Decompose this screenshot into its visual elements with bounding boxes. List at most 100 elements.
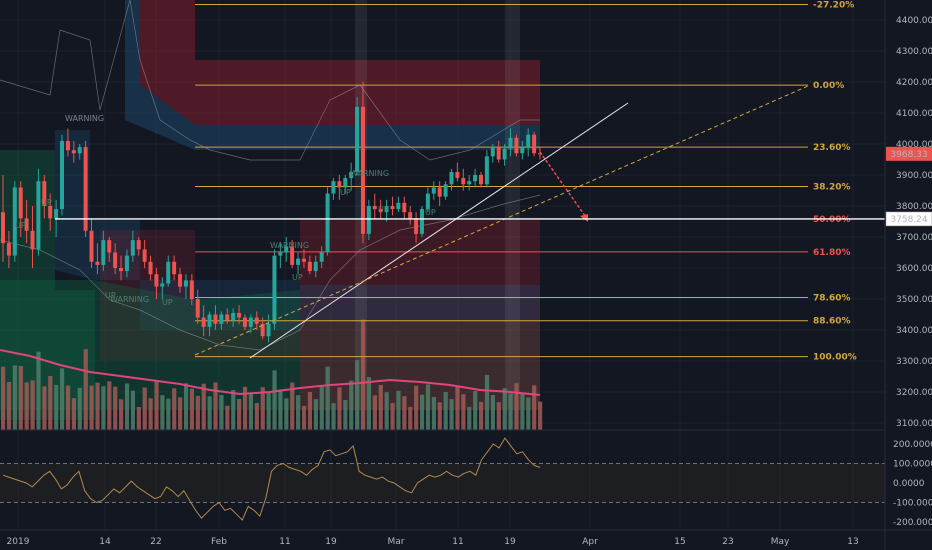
candle-body: [113, 252, 118, 268]
candle-body: [449, 171, 454, 185]
candle-body: [508, 137, 513, 149]
candle-body: [83, 147, 88, 231]
price-axis[interactable]: 3100.00 3200.00 3300.00 3400.00 3500.00 3600.…: [896, 16, 932, 429]
level-price-badge: [885, 211, 932, 227]
candle-body: [355, 106, 360, 172]
trendlines: [194, 85, 809, 359]
volume-bar: [213, 382, 218, 430]
volume-bar: [1, 366, 6, 430]
volume-bar: [242, 386, 248, 430]
volume-bar: [195, 395, 200, 430]
volume-bar: [12, 365, 18, 430]
candle-body: [124, 255, 129, 272]
warning-label-4: WARNING: [350, 169, 389, 178]
volume-bar: [349, 380, 354, 430]
candle-body: [378, 209, 383, 213]
volume-bar: [77, 387, 82, 430]
volume-bar: [183, 383, 189, 430]
channel-lines: [0, 0, 541, 351]
cci-tick-label: -100.0000: [893, 499, 932, 509]
up-label-2: UP: [162, 298, 173, 307]
volume-bar: [443, 392, 448, 430]
blue-cloud-left: [55, 130, 140, 280]
volume-bar: [119, 399, 124, 430]
time-tick-label: May: [771, 537, 790, 547]
candle-body: [272, 255, 277, 324]
candle-body: [496, 147, 501, 160]
volume-bar: [355, 360, 360, 430]
volume-bar: [130, 390, 136, 430]
volume-bar: [502, 388, 507, 430]
volume-bar: [290, 382, 295, 430]
volume-bar: [18, 366, 23, 430]
candle-body: [349, 171, 354, 179]
volume-bar: [231, 390, 236, 430]
candle-body: [408, 212, 413, 219]
candle-body: [36, 181, 41, 250]
candle-body: [142, 249, 147, 262]
cci-axis[interactable]: 200.0000 100.0000 0.0000 -100.0000 -200.0000: [893, 440, 932, 528]
volume-bar: [30, 380, 35, 430]
candle-body: [443, 184, 448, 197]
volume-bar: [154, 380, 159, 430]
volume-bar: [225, 405, 230, 430]
volume-bar: [514, 383, 519, 430]
time-tick-label: 23: [722, 537, 733, 547]
candle-body: [532, 134, 537, 154]
candle-body: [343, 178, 348, 188]
up-label-6: UP: [340, 188, 351, 197]
price-tick-label: 3100.00: [896, 419, 932, 429]
candle-body: [319, 252, 324, 262]
time-tick-label: 2019: [7, 537, 30, 547]
volume-bar: [219, 395, 224, 430]
volume-bar: [343, 400, 348, 430]
time-axis[interactable]: 2019 14 22 Feb 11 19 Mar 11 19 Apr 15 23 May 13: [7, 537, 859, 547]
volume-bar: [461, 394, 466, 430]
candle-body: [160, 283, 165, 287]
highlight-column-2: [505, 0, 520, 430]
volume-bar: [331, 403, 336, 430]
candle-body: [30, 230, 35, 250]
candle-body: [366, 206, 371, 234]
candle-body: [178, 274, 183, 287]
candle-body: [12, 187, 17, 256]
volume-bar: [396, 390, 401, 430]
volume-bar: [520, 394, 525, 430]
volume-bar: [425, 384, 431, 430]
cci-pane[interactable]: [0, 437, 885, 521]
volume-bar: [266, 392, 271, 430]
candle-body: [390, 206, 395, 210]
price-tick-label: 4200.00: [896, 78, 932, 88]
volume-bar: [437, 402, 442, 430]
volume-bar: [473, 391, 478, 430]
volume-ma-line: [0, 349, 541, 396]
candle-body: [278, 252, 283, 256]
level-price-label: 3758.24: [890, 215, 927, 225]
volume-bar: [414, 385, 419, 430]
candle-body: [166, 261, 171, 284]
candle-body: [266, 323, 271, 337]
candle-body: [219, 314, 224, 324]
volume-bar: [178, 397, 183, 430]
volume-bar: [402, 396, 407, 430]
time-tick-label: Mar: [388, 537, 405, 547]
cci-band: [0, 463, 885, 503]
candle-body: [526, 134, 531, 148]
price-pane[interactable]: -27.20% 0.00% 23.60% 38.20% 50.00% 61.80% 78.6…: [0, 0, 885, 430]
candle-body: [172, 261, 177, 275]
volume-bar: [113, 386, 118, 430]
volume-bar: [319, 385, 324, 430]
fib-level-label: 100.00%: [813, 353, 857, 363]
volume-bar: [296, 395, 301, 430]
candle-body: [502, 148, 507, 160]
time-tick-label: 15: [674, 537, 685, 547]
candle-body: [48, 206, 53, 219]
volume-bar: [278, 389, 283, 430]
candle-body: [148, 261, 153, 275]
price-tick-label: 4000.00: [896, 140, 932, 150]
fib-level-label: 78.60%: [813, 293, 851, 303]
candle-body: [225, 314, 230, 321]
fib-level-label: 0.00%: [813, 81, 844, 91]
cci-tick-label: 100.0000: [893, 460, 932, 470]
